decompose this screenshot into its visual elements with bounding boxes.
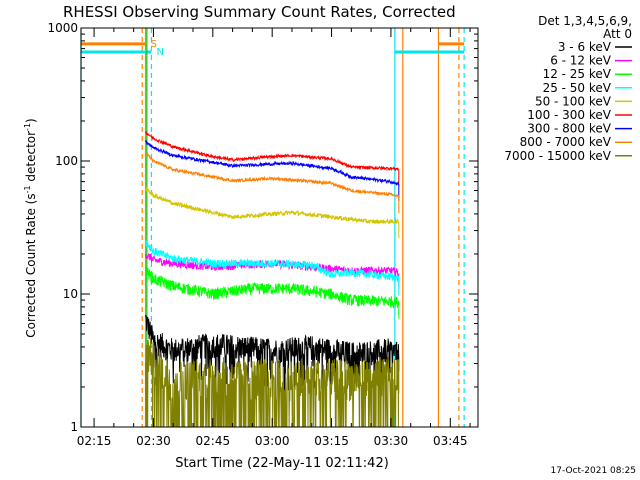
y-axis-label: Corrected Count Rate (s-1 detector-1) [23, 118, 38, 337]
legend-label-1: 6 - 12 keV [550, 54, 612, 68]
series-7000-15000kev [145, 337, 400, 428]
marker-N-label: N [156, 47, 163, 58]
series-800-7000kev [145, 151, 400, 214]
series-25-50kev [145, 240, 400, 296]
y-tick-label-0: 1 [70, 420, 78, 434]
y-axis-label-mid: detector [24, 131, 38, 186]
plot-frame [80, 27, 479, 428]
x-tick-label-5: 03:30 [374, 434, 409, 448]
marker-S-label: S [151, 39, 157, 50]
series-100-300kev [145, 130, 400, 186]
y-axis-label-sup1: -1 [23, 185, 32, 193]
legend-label-5: 100 - 300 keV [527, 108, 611, 122]
x-tick-label-1: 02:30 [136, 434, 171, 448]
timestamp: 17-Oct-2021 08:25 [551, 466, 636, 476]
y-tick-label-3: 1000 [47, 21, 78, 35]
legend-label-2: 12 - 25 keV [543, 67, 612, 81]
y-tick-label-1: 10 [63, 287, 78, 301]
legend-header-2: Att 0 [603, 27, 632, 41]
series-50-100kev [145, 186, 400, 239]
x-axis-label: Start Time (22-May-11 02:11:42) [175, 456, 389, 471]
legend-label-7: 800 - 7000 keV [520, 135, 612, 149]
legend-label-4: 50 - 100 keV [535, 94, 612, 108]
axes: 02:15 02:30 02:45 03:00 03:15 03:30 03:45 1 10 10… [47, 21, 479, 448]
legend-header-1: Det 1,3,4,5,6,9, [538, 14, 632, 28]
legend-label-8: 7000 - 15000 keV [504, 149, 611, 163]
x-tick-label-3: 03:00 [255, 434, 290, 448]
x-tick-label-4: 03:15 [314, 434, 349, 448]
series-3-6kev [145, 314, 400, 395]
x-tick-label-2: 02:45 [196, 434, 231, 448]
y-axis-label-sup2: -1 [23, 123, 32, 131]
y-axis-label-main: Corrected Count Rate (s [24, 193, 38, 337]
x-tick-label-0: 02:15 [77, 434, 112, 448]
series-300-800kev [145, 140, 400, 201]
series-12-25kev [145, 266, 400, 319]
y-tick-label-2: 100 [55, 154, 78, 168]
legend-label-6: 300 - 800 keV [527, 122, 611, 136]
y-axis-label-end: ) [24, 118, 38, 123]
chart-title: RHESSI Observing Summary Count Rates, Co… [63, 3, 456, 21]
legend-label-3: 25 - 50 keV [543, 81, 612, 95]
legend-label-0: 3 - 6 keV [558, 40, 612, 54]
x-tick-label-6: 03:45 [433, 434, 468, 448]
